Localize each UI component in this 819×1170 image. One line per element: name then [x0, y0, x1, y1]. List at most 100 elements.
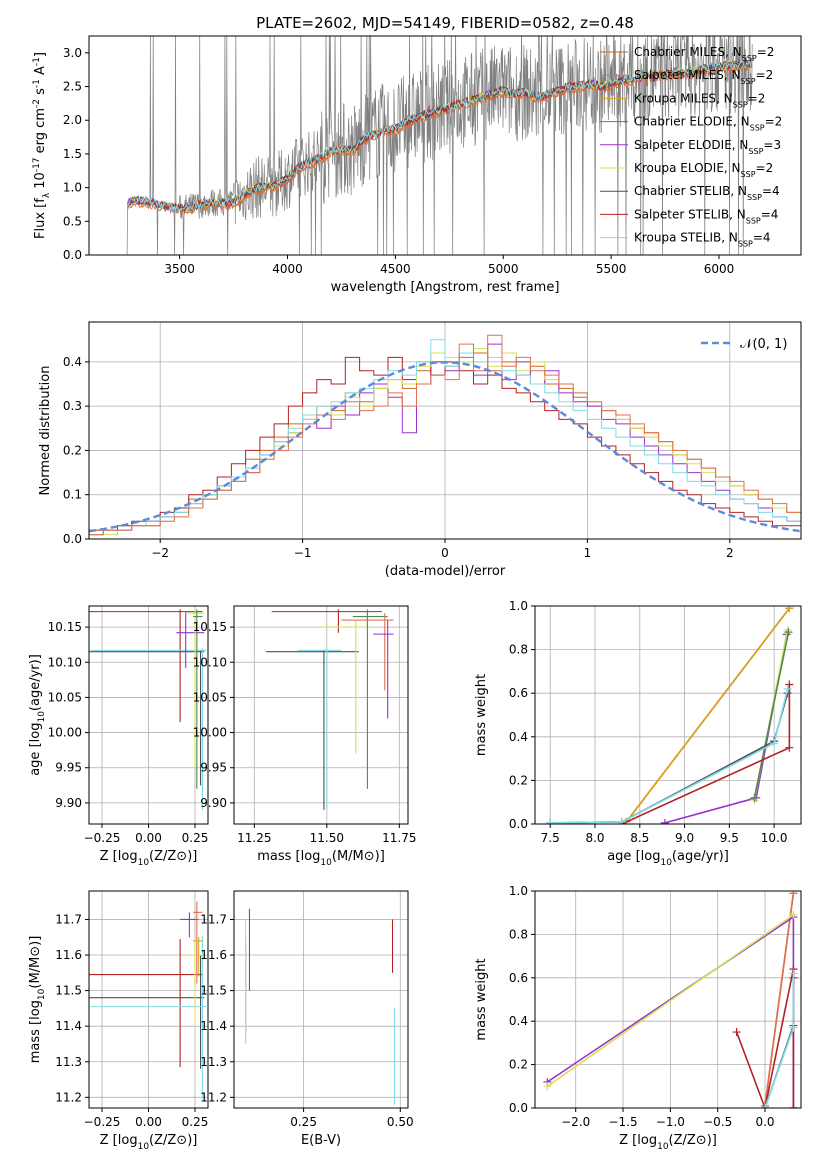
x-axis-label: mass [log10(M/M⊙)]	[257, 849, 385, 868]
label-part: wavelength [Angstrom, rest frame]	[331, 280, 560, 295]
axes-frame	[88, 35, 802, 256]
legend-suffix: =2	[748, 91, 766, 105]
y-tick-label: 9.95	[200, 761, 227, 775]
legend-label: Kroupa STELIB, N	[634, 231, 738, 245]
legend-label: Salpeter MILES, N	[634, 68, 741, 82]
legend-sub: SSP	[746, 216, 761, 225]
series-line-kroupa-miles	[625, 607, 791, 823]
legend-entry: Salpeter STELIB, NSSP=4	[634, 207, 778, 225]
x-tick-label: 0.00	[135, 831, 162, 845]
y-tick-label: 1.0	[63, 181, 82, 195]
series-line-salpeter-stelib	[735, 968, 795, 1108]
x-tick-label: −2	[151, 546, 169, 560]
plot-area	[89, 901, 207, 1100]
y-tick-label: 0.6	[509, 686, 528, 700]
plot-area	[89, 609, 207, 810]
label-part: log	[637, 1133, 657, 1148]
label-part: 10	[138, 1142, 150, 1152]
plot-area	[546, 606, 794, 824]
x-tick-label: 7.5	[541, 831, 560, 845]
y-tick-label: 11.2	[200, 1090, 227, 1104]
y-tick-label: 1.0	[509, 599, 528, 613]
x-tick-label: 0.0	[755, 1115, 774, 1129]
axes-frame	[534, 605, 802, 825]
data-point-marker	[789, 1023, 798, 1032]
legend-label: Kroupa MILES, N	[634, 91, 733, 105]
legend-sub: SSP	[741, 77, 756, 86]
label-part: erg	[33, 128, 48, 158]
legend-label: Salpeter ELODIE, N	[634, 138, 748, 152]
legend-entry: Kroupa ELODIE, NSSP=2	[634, 161, 773, 179]
x-axis-label: age [log10(age/yr)]	[607, 849, 729, 868]
y-tick-label: 11.7	[55, 912, 82, 926]
x-tick-label: 0.50	[387, 1115, 414, 1129]
legend-entry: Salpeter MILES, NSSP=2	[634, 68, 773, 86]
label-part: 10	[37, 711, 47, 723]
x-tick-label: 11.25	[237, 831, 271, 845]
legend-suffix: =4	[761, 207, 779, 221]
y-tick-label: 10.15	[193, 620, 227, 634]
x-axis-label: Z [log10(Z/Z⊙)]	[100, 849, 198, 868]
x-tick-label: 11.75	[382, 831, 416, 845]
label-part: Z [	[619, 1133, 637, 1148]
label-part: 10	[138, 858, 150, 868]
y-tick-label: 0.0	[509, 1101, 528, 1115]
label-part: log	[301, 849, 321, 864]
y-axis-label: mass weight	[474, 958, 489, 1040]
y-tick-label: 9.90	[55, 796, 82, 810]
label-part: A	[33, 66, 48, 75]
x-tick-label: −1.0	[656, 1115, 685, 1129]
y-tick-label: 10.10	[193, 655, 227, 669]
y-axis-label: mass weight	[474, 674, 489, 756]
x-axis-label: (data-model)/error	[385, 564, 506, 579]
data-point-marker	[617, 817, 626, 824]
x-tick-label: 4500	[380, 262, 411, 276]
panel-age-vs-Z: −0.25 0.00 0.25 9.90 9.95 10.00 10.05 10.10 10.1…	[28, 605, 209, 868]
label-part: (Z/Z⊙)]	[149, 1133, 197, 1148]
label-part: cm	[33, 108, 48, 128]
legend-label: Chabrier STELIB, N	[634, 184, 747, 198]
legend-sub: SSP	[747, 193, 762, 202]
data-point-marker	[785, 743, 794, 752]
data-point-marker	[789, 1104, 798, 1108]
data-point-marker	[789, 910, 798, 919]
plot-area	[265, 609, 394, 810]
y-axis-label: mass [log10(M/M⊙)]	[28, 936, 47, 1064]
x-tick-label: 9.5	[720, 831, 739, 845]
data-point-marker	[783, 684, 792, 693]
data-point-marker	[784, 628, 793, 637]
label-part: f	[33, 198, 48, 203]
legend-label: Chabrier MILES, N	[634, 45, 742, 59]
label-part: mass weight	[474, 958, 489, 1040]
label-part: log	[28, 1000, 43, 1020]
label-part: (age/yr)]	[28, 654, 43, 711]
y-tick-label: 2.0	[63, 113, 82, 127]
y-tick-label: 0.3	[63, 399, 82, 413]
y-tick-label: 3.0	[63, 46, 82, 60]
y-tick-label: 0.8	[509, 643, 528, 657]
label-part: (age/yr)]	[672, 849, 729, 864]
label-part: log	[118, 1133, 138, 1148]
y-tick-label: 10.00	[193, 726, 227, 740]
y-tick-label: 0.8	[509, 927, 528, 941]
legend-entry: Kroupa STELIB, NSSP=4	[634, 231, 771, 249]
label-part: -17	[32, 157, 42, 172]
panel-residuals: −2 −1 0 1 2 0.0 0.1 0.2 0.3 0.4 (data-model)/error…	[38, 321, 802, 579]
series-line-salpeter-miles	[764, 893, 795, 1106]
y-tick-label: 10.05	[48, 690, 82, 704]
y-tick-label: 9.90	[200, 796, 227, 810]
label-part: mass [	[28, 1020, 43, 1063]
data-point-marker	[770, 739, 779, 748]
label-part: (data-model)/error	[385, 564, 506, 579]
x-tick-label: 0	[441, 546, 449, 560]
label-part: mass weight	[474, 674, 489, 756]
legend-suffix: =2	[756, 161, 774, 175]
panel-age-vs-mass: 11.25 11.50 11.75 9.90 9.95 10.00 10.05 10.10 10…	[193, 605, 416, 868]
label-part: 10	[320, 858, 332, 868]
panel-massweight-vs-Z: −2.0 −1.5 −1.0 −0.5 0.0 0.0 0.2 0.4 0.6 0.8 1.0 Z […	[474, 884, 802, 1152]
legend-entry: Chabrier STELIB, NSSP=4	[634, 184, 780, 202]
x-tick-label: 0.25	[182, 831, 209, 845]
x-tick-label: −0.25	[84, 831, 121, 845]
